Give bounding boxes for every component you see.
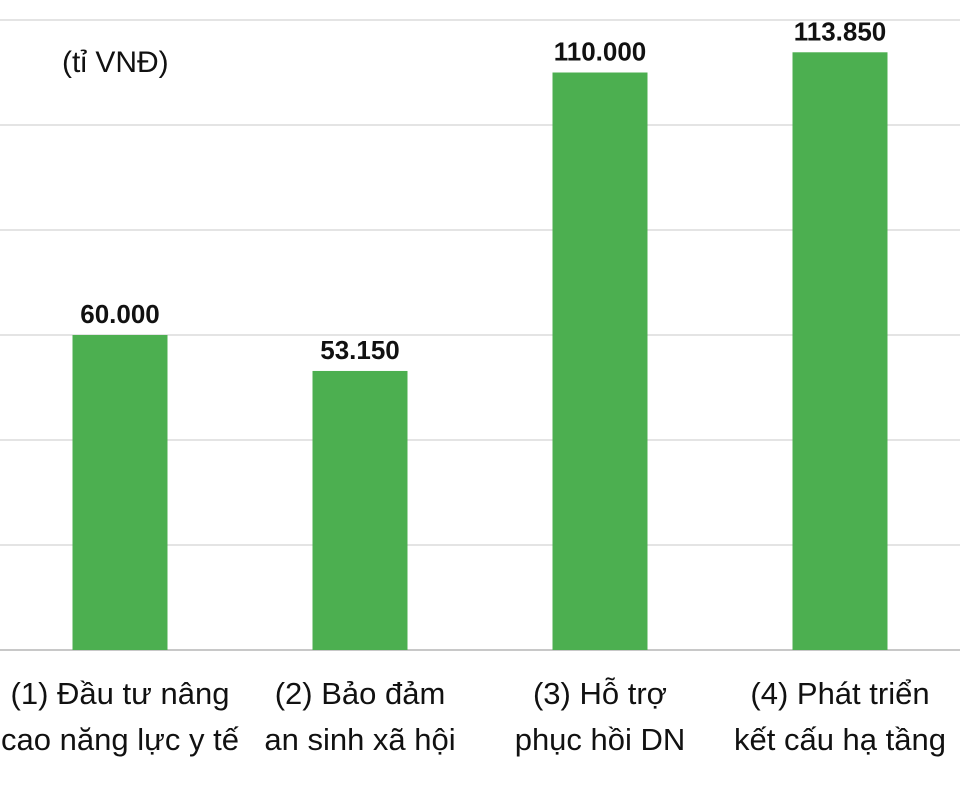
- data-label-2: 53.150: [320, 335, 400, 365]
- data-label-1: 60.000: [80, 299, 160, 329]
- category-label-4-line-2: kết cấu hạ tầng: [734, 722, 946, 757]
- data-label-3: 110.000: [554, 37, 647, 67]
- bars: [72, 52, 888, 651]
- category-label-3-line-2: phục hồi DN: [515, 722, 686, 757]
- category-label-1-line-2: cao năng lực y tế: [1, 722, 239, 757]
- category-label-2-line-2: an sinh xã hội: [264, 722, 455, 757]
- bar-2: [312, 370, 408, 650]
- category-labels: (1) Đầu tư nâng cao năng lực y tế (2) Bảo …: [1, 676, 946, 757]
- data-labels: 60.000 53.150 110.000 113.850: [80, 16, 886, 365]
- bar-3: [552, 72, 648, 650]
- category-label-3-line-1: (3) Hỗ trợ: [533, 676, 667, 711]
- bar-1: [72, 335, 168, 650]
- category-label-1-line-1: (1) Đầu tư nâng: [11, 676, 230, 711]
- data-label-4: 113.850: [794, 16, 887, 46]
- bar-4: [792, 52, 888, 651]
- unit-label: (tỉ VNĐ): [62, 46, 169, 79]
- category-label-4-line-1: (4) Phát triển: [750, 676, 929, 711]
- category-label-2-line-1: (2) Bảo đảm: [275, 676, 446, 711]
